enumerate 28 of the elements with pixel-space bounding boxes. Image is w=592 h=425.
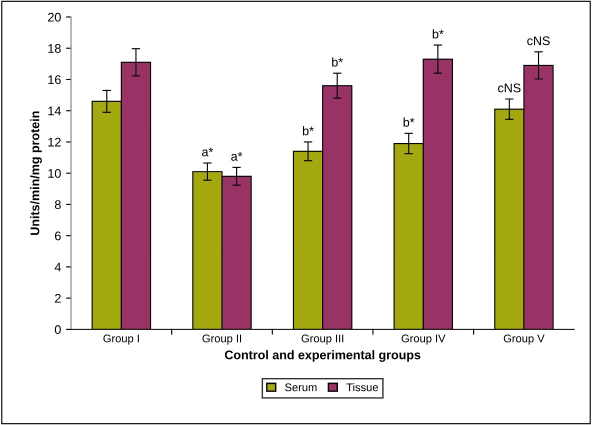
data-label: b* [332, 57, 343, 67]
data-label: cNS [498, 84, 521, 92]
x-tick-label: Group III [302, 334, 344, 345]
legend-label: Serum [285, 383, 317, 392]
data-label: a* [231, 152, 242, 161]
x-axis-title: Control and experimental groups [224, 350, 420, 362]
data-label: b* [302, 126, 314, 136]
x-tick-label: Group II [202, 334, 242, 345]
y-tick-label: 18 [48, 44, 61, 53]
y-tick-label: 6 [55, 231, 61, 240]
legend-label: Tissue [346, 383, 378, 392]
y-tick-label: 16 [48, 75, 61, 84]
y-tick-label: 10 [48, 168, 61, 178]
y-axis-title: Units/min/mg protein [30, 111, 42, 235]
data-label: b* [432, 29, 444, 38]
y-tick-label: 14 [48, 106, 61, 116]
y-tick-label: 8 [54, 200, 61, 210]
data-label: a* [202, 148, 214, 156]
y-tick-label: 2 [54, 294, 61, 303]
y-tick-label: 12 [48, 138, 61, 146]
x-tick-label: Group I [103, 334, 139, 345]
y-tick-label: 20 [48, 12, 61, 22]
x-tick-label: Group V [504, 334, 545, 345]
data-label: b* [404, 118, 414, 127]
y-tick-label: 0 [54, 325, 61, 334]
data-label: cNS [527, 36, 550, 46]
y-tick-label: 4 [54, 262, 61, 272]
x-tick-label: Group IV [402, 334, 446, 345]
